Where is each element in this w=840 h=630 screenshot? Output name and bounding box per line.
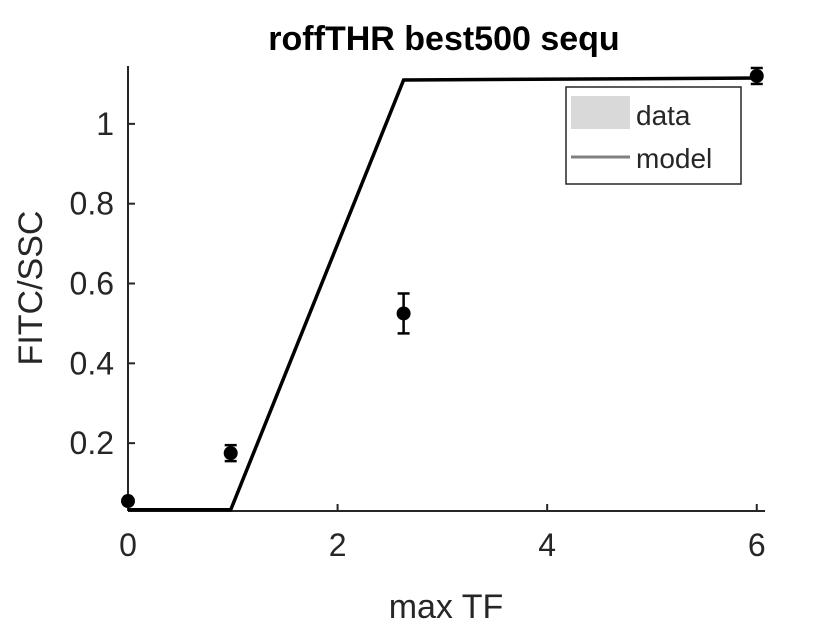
x-tick-label: 6 <box>748 527 766 563</box>
data-point <box>121 494 135 509</box>
legend: data model <box>565 86 742 185</box>
model-line <box>128 76 763 512</box>
y-ticks: 0.2 0.4 0.6 0.8 1 <box>70 106 135 461</box>
y-tick-label: 0.6 <box>70 266 114 302</box>
axes <box>127 66 765 512</box>
y-tick-label: 1 <box>96 106 114 142</box>
plot-area <box>121 66 764 512</box>
y-tick-label: 0.8 <box>70 186 114 222</box>
data-point <box>223 446 238 461</box>
legend-data-label: data <box>636 100 691 131</box>
data-point <box>749 68 764 83</box>
x-tick-label: 0 <box>119 527 137 563</box>
x-axis-label: max TF <box>389 588 504 626</box>
x-tick-label: 2 <box>329 527 347 563</box>
y-axis-label: FITC/SSC <box>12 211 50 366</box>
x-tick-label: 4 <box>538 527 556 563</box>
chart-title: roffTHR best500 sequ <box>268 20 619 58</box>
legend-model-label: model <box>636 143 712 174</box>
x-ticks: 0 2 4 6 <box>119 504 766 563</box>
y-tick-label: 0.4 <box>70 345 114 381</box>
data-point <box>396 306 411 321</box>
legend-data-swatch <box>571 96 630 129</box>
y-tick-label: 0.2 <box>70 425 114 461</box>
